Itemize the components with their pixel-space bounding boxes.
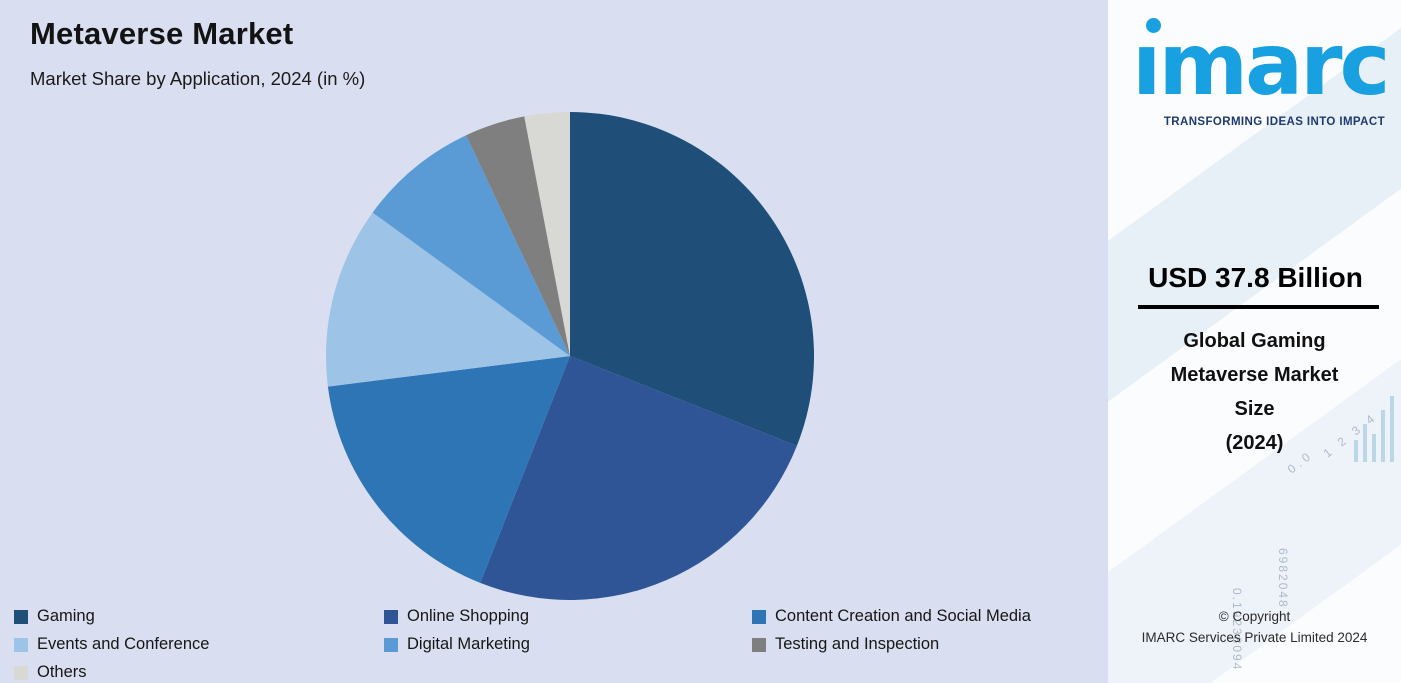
legend-item-digital-marketing: Digital Marketing [384,632,752,657]
pie-slice-gaming [570,112,815,446]
pie-slice-digital-marketing [372,135,570,356]
legend-label: Gaming [37,607,95,625]
legend-swatch [752,637,766,652]
pie-svg [325,112,815,601]
legend-swatch [752,609,766,624]
pie-slice-events-and-conference [325,212,570,387]
legend-label: Content Creation and Social Media [775,607,1031,625]
legend-item-testing-and-inspection: Testing and Inspection [752,632,1102,657]
legend-swatch [14,665,28,680]
panel-content: ımarc TRANSFORMING IDEAS INTO IMPACT USD… [1108,0,1401,683]
chart-legend: Gaming Online Shopping Content Creation an… [14,604,1102,683]
brand-panel: 1 2 3 4 0.0 0.19238094 6982048 ımarc TRA… [1108,0,1401,683]
legend-item-events-and-conference: Events and Conference [14,632,384,657]
logo-text: ımarc [1132,15,1391,115]
pie-slice-content-creation-and-social-media [327,356,570,583]
page-title: Metaverse Market [30,16,294,51]
legend-label: Digital Marketing [407,635,530,653]
legend-label: Events and Conference [37,635,210,653]
watermark-number: 6982048 [1276,548,1290,609]
copyright-line: IMARC Services Private Limited 2024 [1141,630,1368,645]
logo-dot-icon [1146,18,1161,33]
legend-item-online-shopping: Online Shopping [384,604,752,629]
copyright: © Copyright IMARC Services Private Limit… [1118,606,1391,648]
watermark-bar [1363,424,1367,462]
logo-tagline: TRANSFORMING IDEAS INTO IMPACT [1163,116,1385,128]
description-line: Metaverse Market [1170,364,1339,386]
pie-slice-others [524,112,570,356]
pie-slice-online-shopping [480,356,797,601]
legend-swatch [14,609,28,624]
description-line: Size [1234,398,1275,420]
watermark-bar [1381,410,1385,462]
legend-label: Others [37,663,87,681]
watermark-bars [1354,392,1394,462]
legend-label: Testing and Inspection [775,635,940,653]
watermark-bar [1372,434,1376,462]
legend-swatch [384,637,398,652]
watermark-number: 0.19238094 [1230,588,1244,672]
watermark-bar [1354,440,1358,462]
market-size-value: USD 37.8 Billion [1148,262,1363,293]
legend-item-others: Others [14,660,384,683]
watermark-bar [1390,396,1394,462]
legend-item-gaming: Gaming [14,604,384,629]
page-subtitle: Market Share by Application, 2024 (in %) [30,68,366,89]
legend-label: Online Shopping [407,607,530,625]
copyright-line: © Copyright [1218,609,1291,624]
headline-divider [1138,305,1379,309]
legend-swatch [14,637,28,652]
legend-swatch [384,609,398,624]
chart-area: Metaverse Market Market Share by Applica… [14,16,1102,683]
pie-chart [325,112,815,601]
legend-item-content-creation-and-social-media: Content Creation and Social Media [752,604,1102,629]
imarc-logo: ımarc [1124,6,1391,118]
description-line: Global Gaming [1183,330,1326,352]
pie-slice-testing-and-inspection [466,116,570,356]
market-size-description: Global Gaming Metaverse Market Size (202… [1120,324,1389,460]
description-line: (2024) [1225,432,1284,454]
